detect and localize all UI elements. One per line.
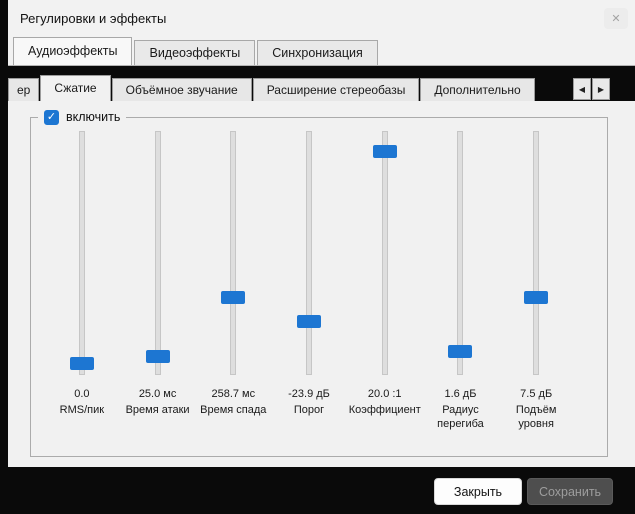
subtab-compressor[interactable]: Сжатие (40, 75, 111, 101)
slider-label: Порог (293, 404, 325, 416)
subtab-label: Дополнительно (434, 83, 521, 97)
dialog-close-label: Закрыть (453, 484, 503, 499)
slider-track[interactable] (145, 129, 171, 377)
main-tab-bar: Аудиоэффекты Видеоэффекты Синхронизация (8, 37, 635, 66)
slider-label: Время спада (200, 404, 267, 416)
slider-label: RMS/пик (59, 404, 105, 416)
subtab-advanced[interactable]: Дополнительно (420, 78, 535, 101)
slider-value: 258.7 мс (211, 388, 256, 400)
slider-groove (78, 131, 85, 375)
slider-label: Подъём уровня (515, 404, 557, 431)
slider-label: Коэффициент (348, 404, 421, 416)
compressor-panel: ✓ включить 0.0 RMS/пик 25.0 мс Время ата… (8, 101, 635, 467)
slider-groove (306, 131, 313, 375)
compressor-groupbox (30, 117, 608, 457)
slider-groove (381, 131, 388, 375)
close-icon: ✕ (611, 13, 621, 25)
tab-label: Синхронизация (272, 46, 363, 60)
enable-checkbox-box: ✓ (44, 109, 59, 125)
slider-track[interactable] (69, 129, 95, 377)
slider-track[interactable] (372, 129, 398, 377)
slider-rms-peak: 0.0 RMS/пик (44, 129, 120, 439)
tab-synchronization[interactable]: Синхронизация (257, 40, 378, 65)
slider-value: 0.0 (74, 388, 90, 400)
arrow-left-icon: ◀ (578, 84, 586, 94)
slider-label: Радиус перегиба (437, 404, 484, 431)
enable-label: включить (66, 110, 121, 124)
tab-audio-effects[interactable]: Аудиоэффекты (13, 37, 133, 65)
subtab-label: Объёмное звучание (125, 83, 238, 97)
slider-track[interactable] (296, 129, 322, 377)
slider-knee-radius: 1.6 дБ Радиус перегиба (423, 129, 499, 439)
arrow-right-icon: ▶ (597, 84, 605, 94)
slider-groove (154, 131, 161, 375)
slider-handle[interactable] (221, 291, 246, 305)
slider-handle[interactable] (69, 356, 94, 370)
slider-track[interactable] (220, 129, 246, 377)
slider-ratio: 20.0 :1 Коэффициент (347, 129, 423, 439)
slider-handle[interactable] (448, 345, 473, 359)
slider-attack-time: 25.0 мс Время атаки (120, 129, 196, 439)
slider-makeup-gain: 7.5 дБ Подъём уровня (498, 129, 574, 439)
slider-release-time: 258.7 мс Время спада (195, 129, 271, 439)
slider-label: Время атаки (125, 404, 190, 416)
save-button[interactable]: Сохранить (527, 478, 613, 505)
slider-value: -23.9 дБ (288, 388, 330, 400)
slider-value: 1.6 дБ (444, 388, 477, 400)
slider-groove (533, 131, 540, 375)
slider-handle[interactable] (524, 291, 549, 305)
slider-value: 7.5 дБ (520, 388, 553, 400)
dialog-close-button[interactable]: Закрыть (434, 478, 522, 505)
slider-handle[interactable] (297, 314, 322, 328)
slider-groove (457, 131, 464, 375)
subtab-spatializer[interactable]: Объёмное звучание (111, 78, 252, 101)
subtab-stereo-widener[interactable]: Расширение стереобазы (252, 78, 420, 101)
slider-groove (230, 131, 237, 375)
subtab-label: Расширение стереобазы (266, 83, 406, 97)
slider-value: 25.0 мс (138, 388, 177, 400)
save-label: Сохранить (538, 484, 602, 499)
subtab-scroll-left-button[interactable]: ◀ (573, 78, 591, 100)
tab-video-effects[interactable]: Видеоэффекты (134, 40, 256, 65)
subtab-label: ер (17, 83, 31, 97)
sliders: 0.0 RMS/пик 25.0 мс Время атаки 258.7 мс… (44, 129, 574, 439)
titlebar: Регулировки и эффекты ✕ (8, 0, 635, 37)
tab-label: Видеоэффекты (149, 46, 241, 60)
tab-label: Аудиоэффекты (28, 44, 118, 58)
close-button[interactable]: ✕ (604, 8, 628, 29)
slider-track[interactable] (447, 129, 473, 377)
slider-handle[interactable] (145, 349, 170, 363)
subtab-label: Сжатие (54, 81, 97, 95)
enable-checkbox[interactable]: ✓ включить (38, 108, 127, 126)
subtab-scroll-right-button[interactable]: ▶ (592, 78, 610, 100)
subtab-equalizer-partial[interactable]: ер (8, 78, 40, 101)
slider-value: 20.0 :1 (367, 388, 402, 400)
sub-tab-bar: ер Сжатие Объёмное звучание Расширение с… (8, 75, 635, 101)
check-icon: ✓ (46, 110, 57, 123)
slider-threshold: -23.9 дБ Порог (271, 129, 347, 439)
slider-track[interactable] (523, 129, 549, 377)
slider-handle[interactable] (372, 145, 397, 159)
window-title: Регулировки и эффекты (20, 11, 167, 26)
